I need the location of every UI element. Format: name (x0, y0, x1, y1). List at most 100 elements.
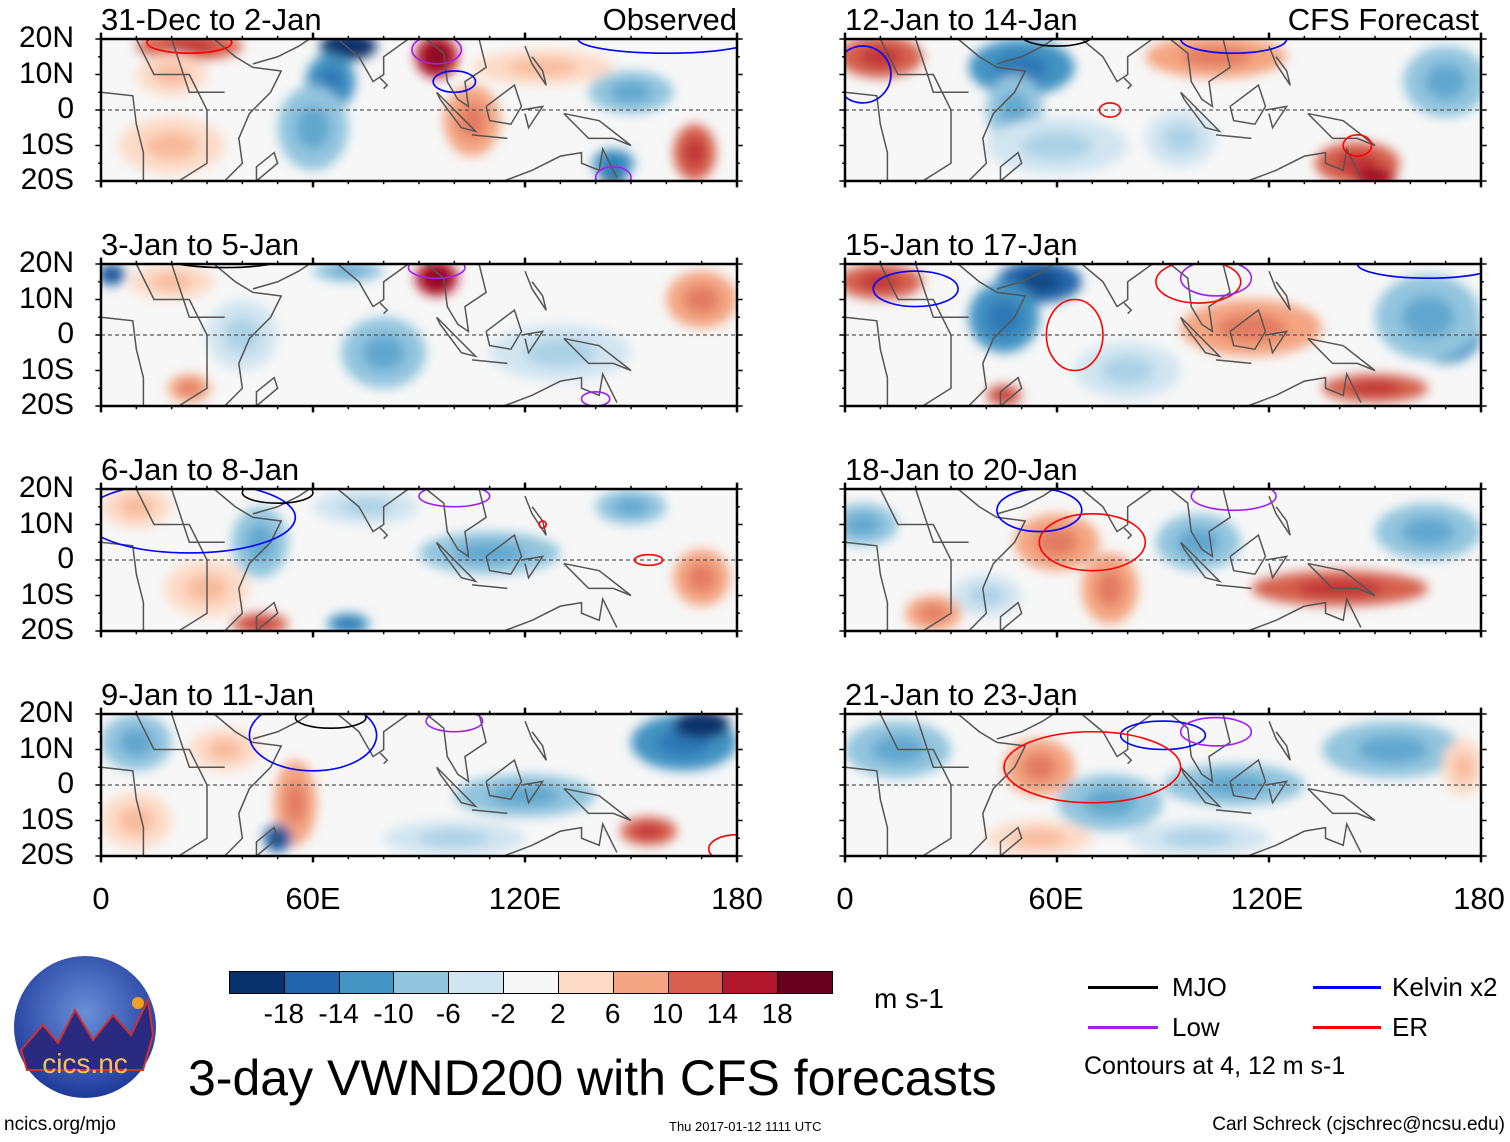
lat-label: 20S (20, 613, 74, 646)
wind-anomaly-core (337, 618, 359, 630)
wave-contour (412, 35, 461, 63)
wave-contour (1181, 718, 1252, 746)
wind-anomaly-core (1452, 753, 1474, 782)
wave-contour (1191, 482, 1276, 510)
colorbar-tick-label: -14 (318, 998, 359, 1029)
observed-label: Observed (602, 2, 737, 37)
lat-label: 20S (20, 163, 74, 196)
wind-anomaly-core (178, 381, 200, 396)
coastline (1216, 135, 1251, 139)
coastline (214, 264, 281, 406)
coastline (521, 781, 542, 802)
colorbar-swatch (777, 971, 833, 994)
coastline (253, 489, 310, 514)
coastline (1308, 789, 1375, 821)
colorbar-swatch (667, 971, 724, 994)
coastline (172, 489, 225, 542)
lat-label: 20N (18, 21, 74, 54)
wind-anomaly-core (845, 513, 881, 536)
lat-label: 10S (20, 802, 74, 836)
wave-contour (1004, 732, 1181, 803)
wind-anomaly-core (1424, 63, 1467, 100)
lat-label: 10N (18, 731, 74, 765)
colorbar-swatch (229, 971, 285, 994)
panel-title: 9-Jan to 11-Jan (101, 677, 315, 712)
coastline (437, 317, 476, 356)
wave-contour (1099, 103, 1120, 117)
coastline (380, 528, 387, 539)
colorbar-swatch (612, 971, 669, 994)
coastline (486, 760, 521, 799)
legend-line-mjo (1088, 986, 1158, 989)
panel-title: 15-Jan to 17-Jan (845, 227, 1078, 262)
coastline (958, 489, 1025, 631)
coastline (521, 556, 542, 577)
coastline (214, 489, 281, 631)
coastline (564, 339, 631, 371)
coastline (172, 714, 225, 767)
coastline (504, 599, 617, 631)
coastline (1124, 78, 1131, 89)
coastline (1216, 360, 1251, 364)
panel-title: 12-Jan to 14-Jan (845, 2, 1078, 37)
wind-anomaly-core (634, 824, 663, 839)
wind-anomaly-core (1364, 172, 1386, 181)
coastline (472, 810, 507, 814)
wind-anomaly-core (1401, 517, 1455, 546)
wind-anomaly-core (687, 563, 716, 592)
coastline (521, 331, 542, 352)
lat-label: 10S (20, 577, 74, 611)
map-panel (101, 39, 737, 181)
logo-text: cics.nc (42, 1048, 128, 1079)
coastline (1265, 781, 1286, 802)
lat-label: 10N (18, 506, 74, 540)
coastline (437, 542, 476, 581)
coastline (525, 496, 546, 535)
coastline (916, 39, 969, 92)
coastline (1124, 753, 1131, 764)
coastline (1230, 85, 1265, 124)
wind-anomaly-core (1401, 295, 1455, 339)
wind-anomaly-core (859, 46, 902, 68)
lat-label: 0 (57, 92, 74, 125)
coastline (997, 489, 1054, 514)
coastline (916, 264, 969, 317)
colorbar-swatch (722, 971, 779, 994)
wind-anomaly-core (507, 58, 578, 77)
wind-anomaly-core (362, 335, 405, 371)
coastline (253, 264, 310, 289)
wind-anomaly-core (986, 299, 1022, 335)
wind-anomaly-core (457, 102, 487, 139)
wind-anomaly-core (145, 131, 199, 160)
coastline (564, 564, 631, 596)
map-panel (845, 39, 1481, 181)
coastline (1230, 310, 1265, 349)
lon-label: 120E (1230, 881, 1304, 916)
wind-anomaly-core (104, 269, 119, 280)
lat-label: 0 (57, 542, 74, 575)
map-panel (101, 714, 737, 856)
coastline (916, 489, 969, 542)
colorbar-swatch (338, 971, 395, 994)
wave-contour (1121, 721, 1206, 749)
legend-label-er: ER (1392, 1012, 1429, 1042)
wind-anomaly-core (295, 106, 331, 150)
coastline (101, 767, 143, 856)
coastline (845, 767, 887, 856)
wind-anomaly-core (684, 138, 706, 167)
panel-title: 18-Jan to 20-Jan (845, 452, 1078, 487)
coastline (1269, 46, 1290, 85)
coastline (916, 714, 969, 767)
lon-label: 180 (1453, 881, 1505, 916)
coastline (1265, 106, 1286, 127)
coastline (338, 489, 409, 532)
coastline (1269, 271, 1290, 310)
coastline (564, 789, 631, 821)
coastline (472, 585, 507, 589)
lon-label: 60E (1028, 881, 1084, 916)
coastline (380, 753, 387, 764)
wind-anomaly-core (1163, 829, 1234, 848)
wind-anomaly-core (162, 39, 216, 54)
wind-anomaly-core (284, 781, 306, 825)
coastline (504, 149, 617, 181)
